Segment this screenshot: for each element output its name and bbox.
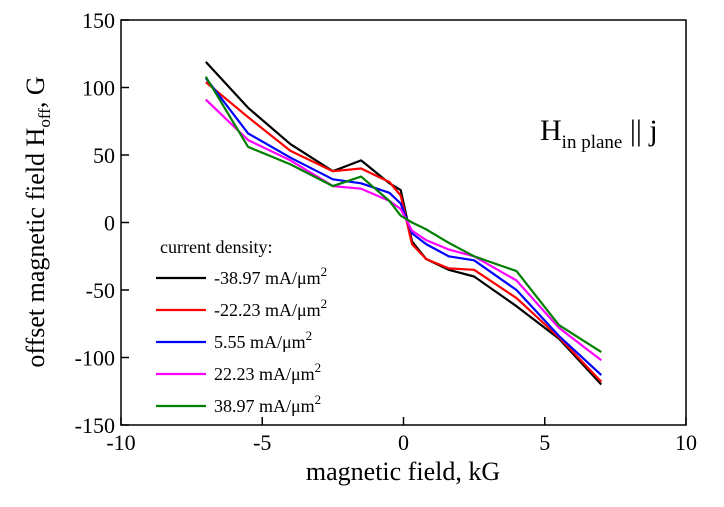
y-tick-label: -100: [75, 346, 115, 371]
series-line-5: [204, 76, 602, 354]
annotation: Hin plane || j: [540, 114, 658, 153]
y-tick-label: -50: [86, 278, 115, 303]
x-tick-label: 10: [675, 430, 697, 455]
legend-entry-sup: 2: [315, 392, 322, 407]
y-axis-title: offset magnetic field Hoff, G: [21, 76, 54, 367]
legend-entry-value: -38.97 mA/μm: [214, 268, 321, 288]
plot-frame: [120, 19, 687, 426]
legend: current density: -38.97 mA/μm2-22.23 mA/…: [156, 237, 327, 416]
legend-entry: -38.97 mA/μm2: [214, 264, 327, 288]
x-axis-title: magnetic field, kG: [306, 457, 500, 486]
y-tick-label: -150: [75, 413, 115, 438]
y-tick-label: 100: [82, 76, 115, 101]
legend-entry: 22.23 mA/μm2: [214, 360, 321, 384]
y-tick-label: 50: [93, 143, 115, 168]
x-tick-label: 5: [539, 430, 550, 455]
x-tick-label: -10: [106, 430, 135, 455]
legend-entry-sup: 2: [315, 360, 322, 375]
legend-entry-value: -22.23 mA/μm: [214, 300, 321, 320]
legend-entry: 38.97 mA/μm2: [214, 392, 321, 416]
legend-entry-value: 22.23 mA/μm: [214, 364, 315, 384]
annotation-sub: in plane: [562, 132, 623, 153]
series-layer: [204, 61, 603, 386]
legend-entry-value: 38.97 mA/μm: [214, 396, 315, 416]
y-tick-label: 150: [82, 8, 115, 33]
legend-entry: 5.55 mA/μm2: [214, 328, 312, 352]
legend-entry-sup: 2: [321, 296, 328, 311]
legend-entry-value: 5.55 mA/μm: [214, 332, 306, 352]
y-tick-label: 0: [104, 211, 115, 236]
x-tick-label: 0: [398, 430, 409, 455]
legend-entry-sup: 2: [306, 328, 313, 343]
x-tick-label: -5: [253, 430, 271, 455]
y-axis-title-sub: off: [35, 108, 54, 128]
annotation-suffix: || j: [622, 114, 657, 147]
y-axis-title-suffix: , G: [21, 76, 50, 108]
legend-entry-sup: 2: [321, 264, 328, 279]
annotation-main: H: [540, 114, 562, 147]
legend-title: current density:: [160, 237, 272, 257]
y-axis-title-main: offset magnetic field H: [21, 127, 50, 367]
legend-entry: -22.23 mA/μm2: [214, 296, 327, 320]
